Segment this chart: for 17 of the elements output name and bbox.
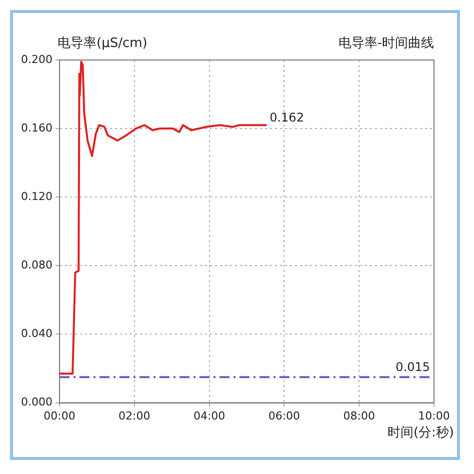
y-tick-label: 0.160 bbox=[20, 121, 52, 134]
x-tick-label: 04:00 bbox=[193, 409, 226, 422]
y-tick-label: 0.000 bbox=[20, 396, 52, 409]
x-tick-label: 00:00 bbox=[44, 409, 76, 422]
y-axis-title: 电导率(μS/cm) bbox=[57, 34, 148, 51]
x-tick-label: 02:00 bbox=[118, 409, 150, 422]
y-tick-label: 0.040 bbox=[20, 327, 52, 340]
y-tick-label: 0.200 bbox=[20, 52, 52, 66]
ref-line-label: 0.015 bbox=[396, 360, 430, 374]
x-axis-title: 时间(分:秒) bbox=[387, 426, 454, 441]
y-tick-label: 0.120 bbox=[20, 190, 52, 203]
chart-title: 电导率-时间曲线 bbox=[338, 34, 434, 51]
y-tick-label: 0.080 bbox=[20, 258, 52, 272]
x-tick-label: 08:00 bbox=[343, 409, 375, 422]
annotation: 0.162 bbox=[270, 110, 304, 124]
x-tick-label: 06:00 bbox=[268, 409, 300, 422]
x-tick-label: 10:00 bbox=[418, 409, 450, 422]
